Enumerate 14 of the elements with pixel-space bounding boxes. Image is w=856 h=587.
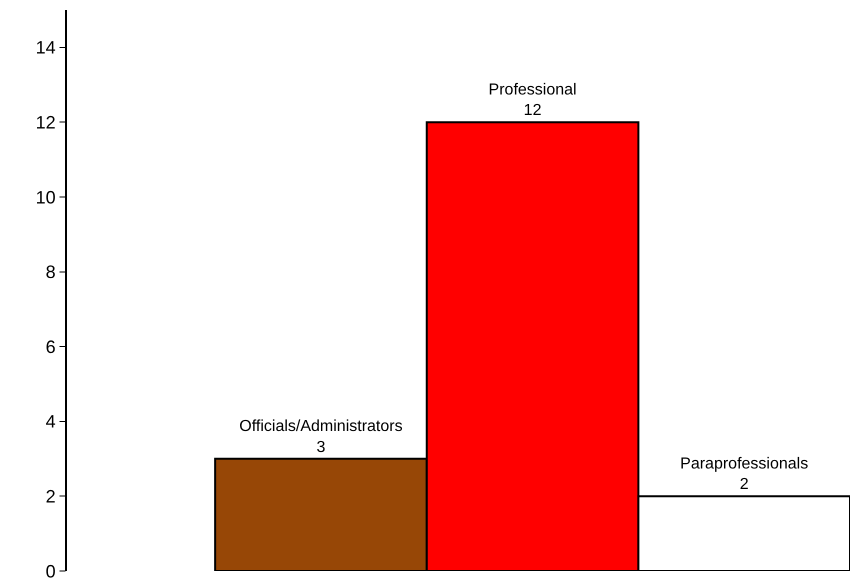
data-label: 12 bbox=[524, 102, 542, 120]
y-tick-label: 2 bbox=[46, 486, 56, 506]
x-tick-label: Officials/Administrators bbox=[239, 418, 403, 435]
data-label: 3 bbox=[316, 438, 326, 456]
y-tick-label: 12 bbox=[36, 112, 56, 132]
x-tick-label: Professional bbox=[488, 81, 577, 98]
data-label: 2 bbox=[740, 476, 749, 494]
x-tick-label: Paraprofessionals bbox=[680, 455, 808, 472]
y-tick-label: 10 bbox=[36, 187, 56, 208]
y-tick-label: 6 bbox=[46, 336, 56, 357]
y-tick-label: 0 bbox=[46, 561, 56, 582]
y-tick-label: 14 bbox=[36, 38, 56, 58]
y-tick-label: 4 bbox=[46, 412, 56, 432]
y-tick-label: 8 bbox=[46, 262, 56, 282]
